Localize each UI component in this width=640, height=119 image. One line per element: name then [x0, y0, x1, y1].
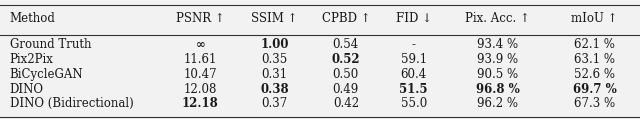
- Text: 59.1: 59.1: [401, 53, 427, 66]
- Text: 0.54: 0.54: [333, 38, 359, 51]
- Text: 52.6 %: 52.6 %: [574, 68, 615, 81]
- Text: 51.5: 51.5: [399, 82, 428, 96]
- Text: 10.47: 10.47: [184, 68, 217, 81]
- Text: -: -: [412, 38, 416, 51]
- Text: CPBD ↑: CPBD ↑: [321, 12, 370, 25]
- Text: DINO: DINO: [10, 82, 44, 96]
- Text: 0.37: 0.37: [262, 97, 288, 110]
- Text: 0.35: 0.35: [262, 53, 288, 66]
- Text: 0.52: 0.52: [332, 53, 360, 66]
- Text: 0.49: 0.49: [333, 82, 359, 96]
- Text: Ground Truth: Ground Truth: [10, 38, 91, 51]
- Text: FID ↓: FID ↓: [396, 12, 432, 25]
- Text: 11.61: 11.61: [184, 53, 217, 66]
- Text: 12.08: 12.08: [184, 82, 217, 96]
- Text: 0.50: 0.50: [333, 68, 359, 81]
- Text: 67.3 %: 67.3 %: [574, 97, 615, 110]
- Text: SSIM ↑: SSIM ↑: [252, 12, 298, 25]
- Text: PSNR ↑: PSNR ↑: [176, 12, 225, 25]
- Text: DINO (Bidirectional): DINO (Bidirectional): [10, 97, 133, 110]
- Text: ∞: ∞: [195, 38, 205, 51]
- Text: Method: Method: [10, 12, 56, 25]
- Text: 55.0: 55.0: [401, 97, 427, 110]
- Text: 1.00: 1.00: [260, 38, 289, 51]
- Text: 0.38: 0.38: [260, 82, 289, 96]
- Text: BiCycleGAN: BiCycleGAN: [10, 68, 83, 81]
- Text: mIoU ↑: mIoU ↑: [572, 12, 618, 25]
- Text: Pix2Pix: Pix2Pix: [10, 53, 54, 66]
- Text: 93.9 %: 93.9 %: [477, 53, 518, 66]
- Text: 90.5 %: 90.5 %: [477, 68, 518, 81]
- Text: Pix. Acc. ↑: Pix. Acc. ↑: [465, 12, 530, 25]
- Text: 96.8 %: 96.8 %: [476, 82, 520, 96]
- Text: 0.42: 0.42: [333, 97, 359, 110]
- Text: 12.18: 12.18: [182, 97, 219, 110]
- Text: 63.1 %: 63.1 %: [574, 53, 615, 66]
- Text: 0.31: 0.31: [262, 68, 288, 81]
- Text: 96.2 %: 96.2 %: [477, 97, 518, 110]
- Text: 62.1 %: 62.1 %: [574, 38, 615, 51]
- Text: 69.7 %: 69.7 %: [573, 82, 616, 96]
- Text: 93.4 %: 93.4 %: [477, 38, 518, 51]
- Text: 60.4: 60.4: [401, 68, 427, 81]
